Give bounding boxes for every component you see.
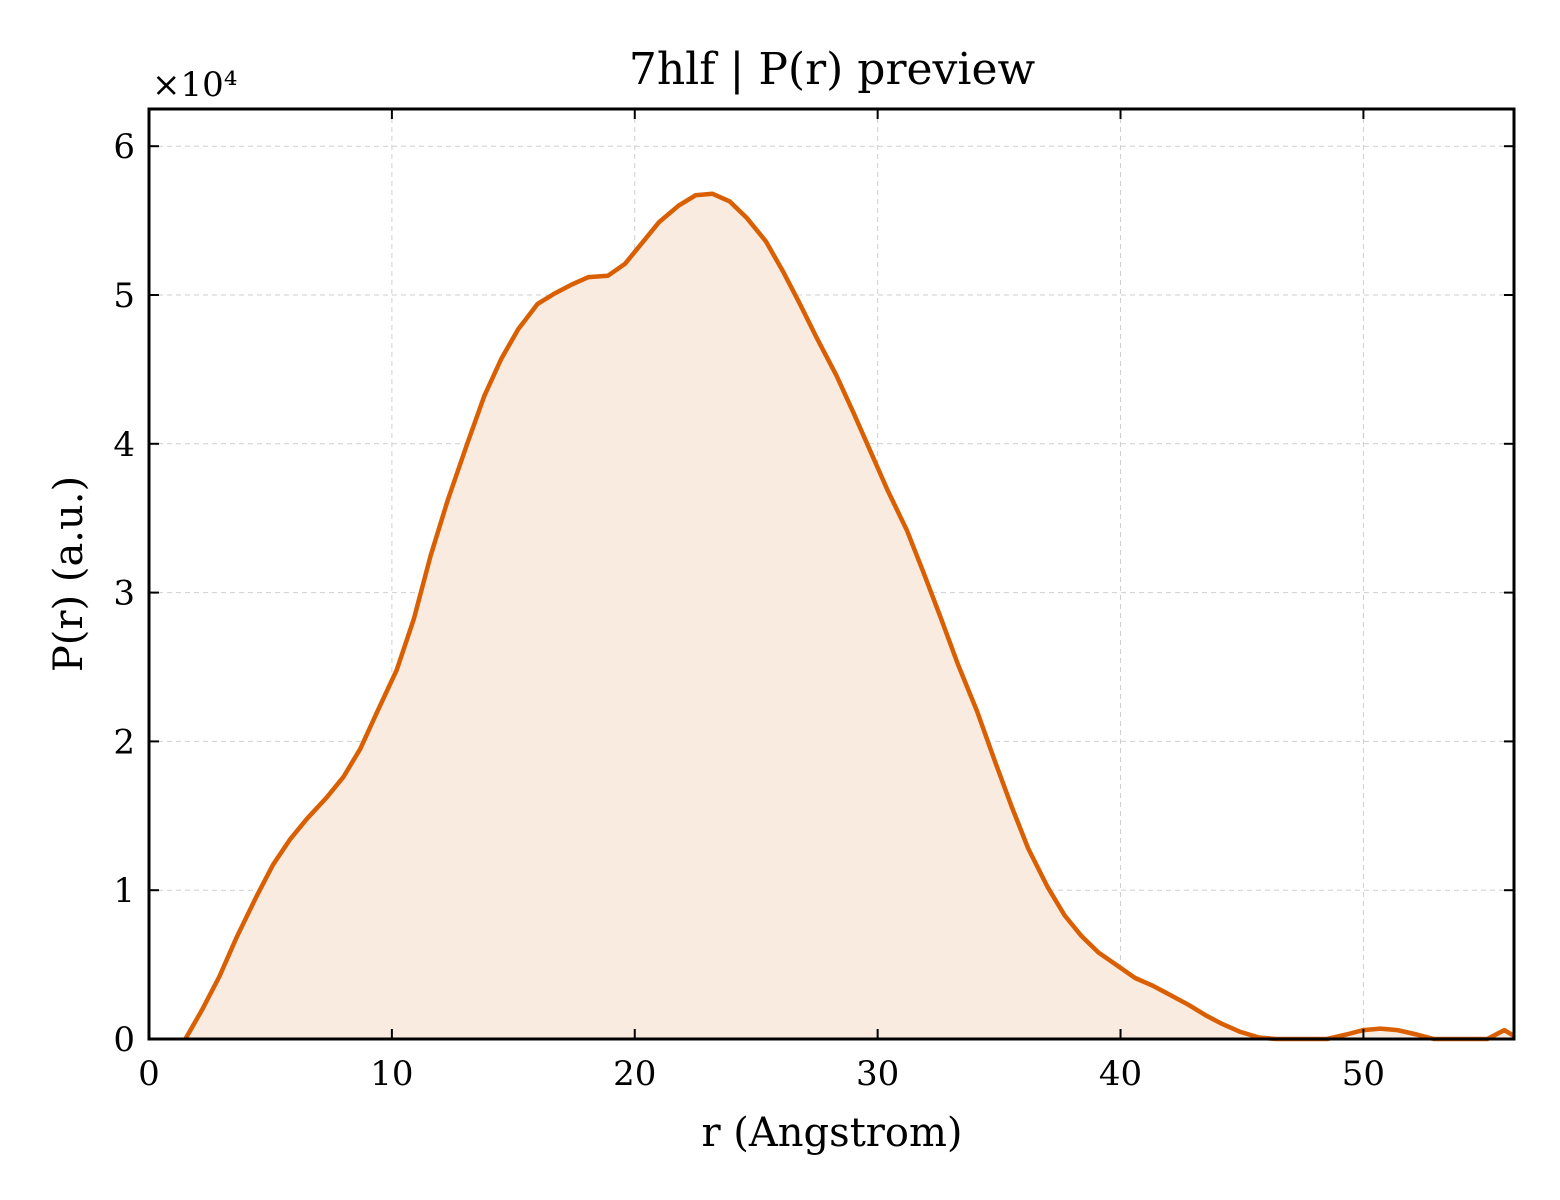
y-axis-label: P(r) (a.u.) — [46, 476, 92, 672]
x-tick-label: 50 — [1342, 1054, 1385, 1094]
y-multiplier-label: ×10⁴ — [152, 65, 237, 105]
y-tick-label: 0 — [113, 1020, 135, 1060]
x-tick-label: 30 — [856, 1054, 899, 1094]
y-tick-label: 1 — [113, 871, 135, 911]
x-tick-label: 10 — [370, 1054, 413, 1094]
area-fill — [185, 193, 1514, 1040]
y-tick-label: 2 — [113, 722, 135, 762]
x-axis-label: r (Angstrom) — [701, 1110, 962, 1156]
y-tick-label: 5 — [113, 276, 135, 316]
y-tick-label: 3 — [113, 574, 135, 614]
y-axis-ticks: 0 1 2 3 4 5 6 — [113, 127, 1514, 1060]
x-tick-label: 40 — [1099, 1054, 1142, 1094]
x-axis-ticks: 0 10 20 30 40 50 — [138, 109, 1385, 1094]
x-tick-label: 20 — [613, 1054, 656, 1094]
chart-title: 7hlf | P(r) preview — [629, 44, 1036, 95]
y-tick-label: 4 — [113, 425, 135, 465]
plot-frame — [147, 107, 1516, 1041]
y-tick-label: 6 — [113, 127, 135, 167]
x-tick-label: 0 — [138, 1054, 160, 1094]
